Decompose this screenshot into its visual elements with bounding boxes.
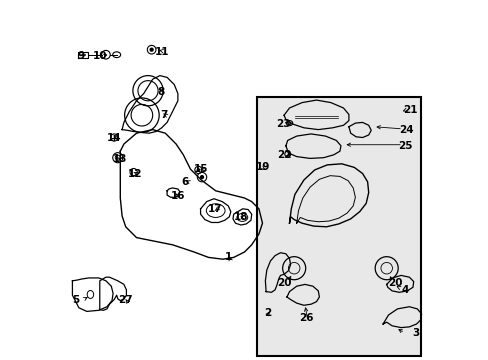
- Text: 1: 1: [224, 252, 231, 262]
- Text: 11: 11: [154, 47, 169, 57]
- Text: 13: 13: [113, 154, 127, 164]
- Text: 27: 27: [118, 294, 132, 305]
- Text: 18: 18: [233, 212, 247, 222]
- Text: 14: 14: [107, 132, 121, 143]
- Circle shape: [196, 168, 200, 172]
- Text: 12: 12: [127, 168, 142, 179]
- Text: 17: 17: [207, 204, 222, 214]
- Circle shape: [200, 175, 204, 179]
- Text: 19: 19: [256, 162, 270, 172]
- Text: 10: 10: [92, 51, 107, 61]
- Text: 9: 9: [77, 51, 84, 61]
- Text: 24: 24: [398, 125, 413, 135]
- Text: 20: 20: [387, 278, 402, 288]
- Circle shape: [149, 48, 153, 52]
- Text: 8: 8: [157, 87, 164, 97]
- Text: 22: 22: [277, 150, 291, 160]
- Text: 2: 2: [264, 308, 271, 318]
- Text: 26: 26: [299, 312, 313, 323]
- Text: 15: 15: [194, 164, 208, 174]
- Text: 25: 25: [398, 141, 412, 151]
- Text: 21: 21: [402, 105, 416, 115]
- Text: 5: 5: [72, 294, 80, 305]
- Text: 23: 23: [276, 119, 290, 129]
- Text: 7: 7: [160, 110, 167, 120]
- Text: 4: 4: [400, 285, 407, 295]
- Text: 3: 3: [411, 328, 418, 338]
- Text: 20: 20: [277, 278, 291, 288]
- Text: 6: 6: [181, 177, 188, 187]
- Bar: [257, 97, 420, 356]
- Text: 16: 16: [170, 191, 185, 201]
